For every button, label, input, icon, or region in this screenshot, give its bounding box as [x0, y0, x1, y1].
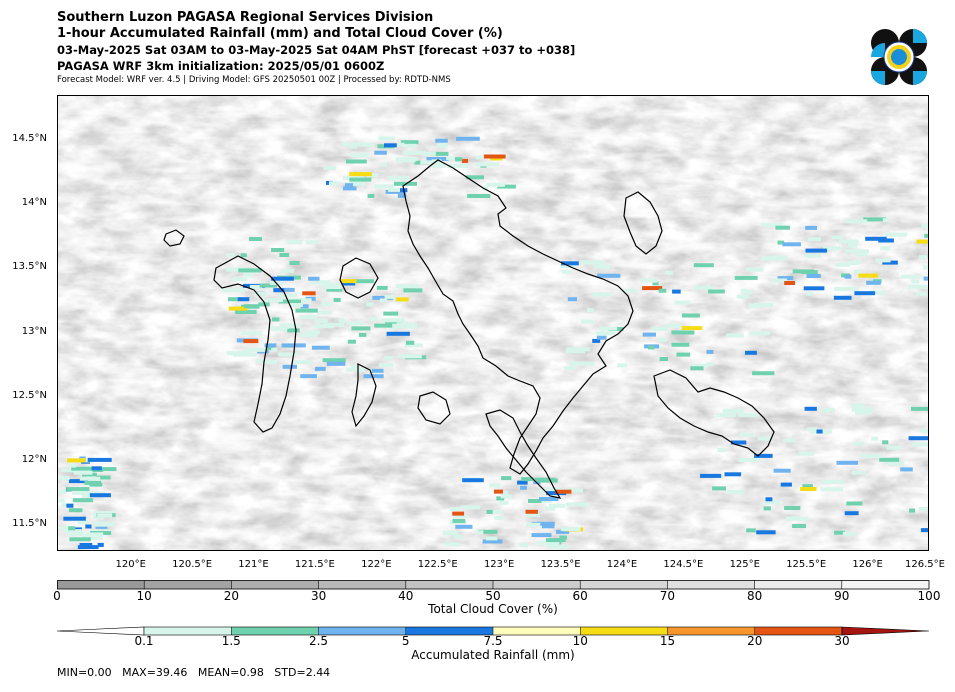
- rainfall-stats: MIN=0.00 MAX=39.46 MEAN=0.98 STD=2.44: [57, 666, 331, 679]
- lon-label: 125.5°E: [786, 559, 827, 570]
- lon-label: 124°E: [606, 559, 638, 570]
- lon-label: 120.5°E: [172, 559, 213, 570]
- rain-colorbar-tick: 0.1: [134, 634, 154, 648]
- lat-label: 13.5°N: [12, 261, 47, 273]
- forecast-map: [57, 95, 929, 551]
- cloud-colorbar-tick: 30: [310, 589, 327, 603]
- lon-label: 123°E: [483, 559, 515, 570]
- cloud-colorbar-tick: 90: [834, 589, 850, 603]
- map-title: Southern Luzon PAGASA Regional Services …: [57, 10, 434, 25]
- lon-label: 126.5°E: [905, 559, 945, 570]
- rain-colorbar-segment: [231, 627, 319, 635]
- lon-label: 122°E: [361, 559, 392, 570]
- lat-label: 14.5°N: [12, 132, 47, 144]
- cloud-colorbar-segment: [318, 580, 406, 589]
- cloud-colorbar-tick: 0: [53, 589, 61, 603]
- rain-colorbar-title: Accumulated Rainfall (mm): [411, 648, 575, 662]
- rain-colorbar-tick: 1.5: [221, 634, 241, 648]
- cloud-colorbar-tick: 60: [572, 589, 588, 603]
- rain-colorbar-segment: [57, 626, 145, 636]
- rain-colorbar-tick: 15: [659, 634, 676, 648]
- rain-colorbar-segment: [144, 627, 232, 635]
- lon-label: 121°E: [238, 559, 269, 570]
- cloud-colorbar-segment: [144, 580, 232, 589]
- cloud-colorbar-segment: [493, 580, 581, 589]
- lat-label: 12°N: [21, 454, 47, 466]
- rain-colorbar-tick: 5: [401, 634, 410, 648]
- cloud-colorbar-segment: [754, 580, 842, 589]
- lat-label: 13°N: [21, 325, 47, 337]
- cloud-colorbar-tick: 80: [746, 589, 763, 603]
- rainfall-colorbar: [57, 626, 930, 636]
- lat-label: 12.5°N: [12, 389, 47, 401]
- rainfall-layer: [58, 136, 928, 550]
- rain-colorbar-tick: 30: [834, 634, 850, 648]
- rain-colorbar-segment: [318, 627, 406, 635]
- cloud-cover-colorbar: [57, 580, 930, 590]
- pagasa-logo: [869, 27, 929, 91]
- lon-label: 124.5°E: [663, 559, 704, 570]
- rain-colorbar-tick: 20: [747, 634, 763, 648]
- rain-colorbar-tick: 7.5: [483, 634, 503, 648]
- cloud-colorbar-segment: [841, 580, 929, 589]
- lon-label: 123.5°E: [540, 559, 581, 570]
- lon-label: 120°E: [115, 559, 146, 570]
- rain-colorbar-segment: [841, 626, 930, 636]
- cloud-colorbar-tick: 50: [485, 589, 501, 603]
- cloud-colorbar-segment: [231, 580, 319, 589]
- cloud-colorbar-segment: [57, 580, 145, 589]
- valid-time: 03-May-2025 Sat 03AM to 03-May-2025 Sat …: [57, 43, 576, 57]
- lon-label: 121.5°E: [294, 559, 335, 570]
- cloud-colorbar-tick: 20: [223, 589, 240, 603]
- cloud-colorbar-tick: 100: [917, 589, 941, 603]
- cloud-colorbar-segment: [580, 580, 668, 589]
- init-time: PAGASA WRF 3km initialization: 2025/05/0…: [57, 59, 385, 73]
- lon-label: 125°E: [729, 559, 760, 570]
- coastline-outlines: [163, 159, 775, 499]
- model-info: Forecast Model: WRF ver. 4.5 | Driving M…: [57, 75, 451, 85]
- cloud-colorbar-segment: [405, 580, 493, 589]
- rain-colorbar-tick: 10: [572, 634, 588, 648]
- cloud-colorbar-tick: 10: [136, 589, 152, 603]
- cloud-colorbar-tick: 40: [398, 589, 414, 603]
- cloud-colorbar-tick: 70: [659, 589, 676, 603]
- lat-label: 14°N: [21, 197, 47, 209]
- rain-colorbar-segment: [754, 627, 842, 635]
- rain-colorbar-segment: [580, 627, 668, 635]
- rain-colorbar-tick: 2.5: [308, 634, 329, 648]
- map-subtitle: 1-hour Accumulated Rainfall (mm) and Tot…: [57, 26, 503, 41]
- lon-label: 122.5°E: [417, 559, 458, 570]
- rain-colorbar-segment: [405, 627, 493, 635]
- lat-label: 11.5°N: [12, 518, 47, 530]
- lon-label: 126°E: [852, 559, 883, 570]
- rain-colorbar-segment: [493, 627, 581, 635]
- cloud-colorbar-segment: [667, 580, 755, 589]
- cloud-colorbar-title: Total Cloud Cover (%): [428, 602, 558, 616]
- rain-colorbar-segment: [667, 627, 755, 635]
